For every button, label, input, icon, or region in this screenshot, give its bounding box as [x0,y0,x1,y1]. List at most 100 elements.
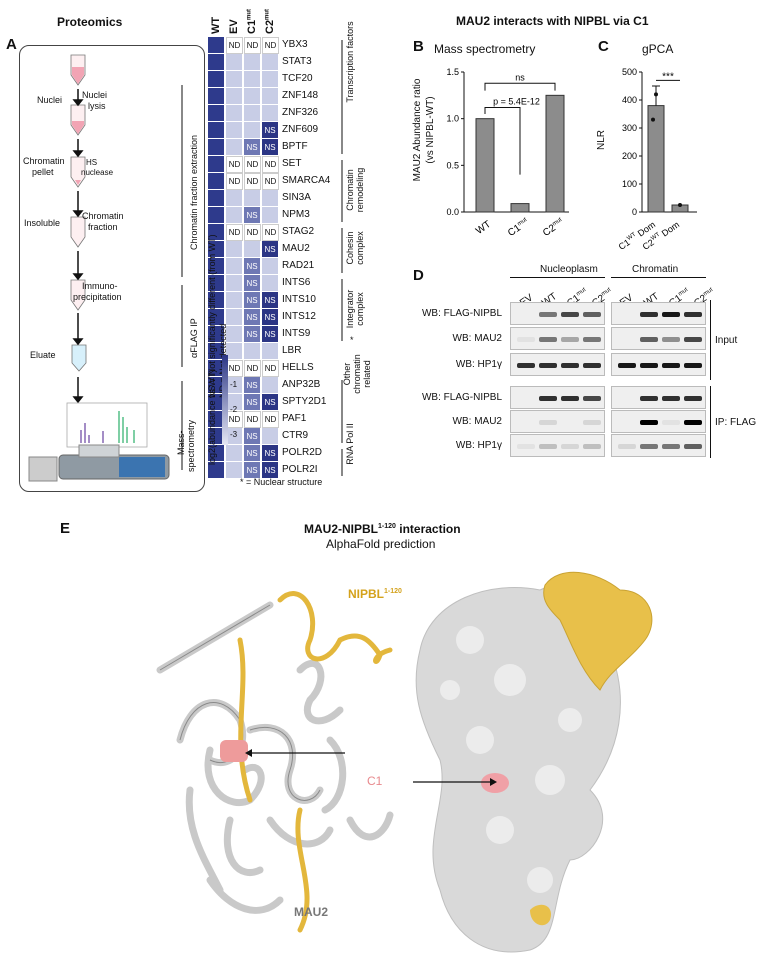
gene-label: YBX3 [282,39,308,50]
heatmap-cell [226,122,243,139]
heatmap-col-2: C1mut [246,8,258,34]
step-hs-1: HS [86,158,98,167]
c-point [651,117,655,122]
heatmap-cell: ND [262,360,279,377]
panel-e-letter: E [60,520,71,537]
side-label-ip: αFLAG IP [189,318,199,358]
heatmap-cell [208,224,225,241]
panel-c-letter: C [598,38,609,55]
panel-b-ylabel-1: MAU2 Abundance ratio [412,78,423,182]
heatmap-cell [208,241,225,258]
colorscale-tick-1: -1 [230,380,238,389]
group-nucleoplasm: Nucleoplasm [540,264,598,275]
b-bar [545,94,565,213]
b-ns-bracket [484,82,556,91]
wb-blot [611,353,706,376]
wb-band [539,444,557,449]
wb-band [618,363,636,368]
wb-blot [611,434,706,457]
c-ytick-label: 100 [622,179,637,189]
heatmap-cell [208,292,225,309]
colorscale-label: log2(abundance vs WT) [207,369,217,465]
c-ytick-label: 500 [622,67,637,77]
heatmap-cell [226,139,243,156]
b-ns: ns [515,72,525,82]
heatmap-cell [244,190,261,207]
b-ytick-label: 0.5 [446,160,459,170]
panel-c-ylabel: NLR [596,129,607,150]
wb-band [539,337,557,342]
gene-label: MAU2 [282,243,310,254]
gene-label: SIN3A [282,192,311,203]
gene-label: RAD21 [282,260,315,271]
heatmap-cell [226,445,243,462]
gene-label: LBR [282,345,302,356]
alphafold-structure [156,571,653,953]
panel-e-subtitle: AlphaFold prediction [326,537,436,551]
c-bar [647,105,665,213]
wb-blot [510,327,605,350]
group-rna-pol-ii: RNA Pol II [345,423,355,465]
wb-row-label: WB: MAU2 [452,416,502,427]
heatmap-cell: ND [262,411,279,428]
nipbl-ribbon [237,591,393,933]
heatmap-cell [226,241,243,258]
heatmap-cell [208,462,225,479]
group-other-chromatin: Other chromatin related [342,354,372,394]
gene-label: SPTY2D1 [282,396,327,407]
wb-blot [611,327,706,350]
heatmap-cell: NS [244,445,261,462]
b-ytick-label: 1.5 [446,67,459,77]
heatmap-cell [262,428,279,445]
nucleoplasm-line [510,277,605,278]
heatmap-cell: ND [226,156,243,173]
wb-band [684,312,702,317]
wb-row-label: WB: MAU2 [452,333,502,344]
gene-label: STAG2 [282,226,315,237]
colorscale-bar [222,355,228,445]
heatmap-cell: ND [244,156,261,173]
heatmap-cell: ND [244,360,261,377]
wb-band [561,312,579,317]
wb-blot [510,302,605,325]
wb-band [561,396,579,401]
step-lysis-2: lysis [88,101,106,111]
step-hs-2: nuclease [81,168,114,177]
panel-b-title: Mass spectrometry [434,42,536,56]
panel-b-chart: 0.0 0.5 1.0 1.5 WT C1mut C2mut p = 5.4E-12 ns [446,67,569,239]
panel-b-ylabel-2: (vs NIPBL-WT) [425,96,436,164]
colorscale-tick-3: -3 [230,430,238,439]
c-ytick-label: 400 [622,95,637,105]
heatmap-col-1: EV [228,19,240,34]
ip-bracket [710,386,711,458]
wb-band [583,363,601,368]
heatmap-cell: NS [262,309,279,326]
heatmap-cell [262,343,279,360]
wb-band [561,444,579,449]
panel-a-letter: A [6,36,17,53]
heatmap-cell: NS [244,428,261,445]
heatmap-cell [208,309,225,326]
wb-band [640,444,658,449]
gene-label: POLR2D [282,447,323,458]
heatmap-cell [208,105,225,122]
mau2-label: MAU2 [294,905,329,919]
heatmap-cell: NS [262,462,279,479]
heatmap-cell: NS [262,122,279,139]
heatmap-cell [208,190,225,207]
gene-label: TCF20 [282,73,313,84]
step-chrom-pellet-1: Chromatin [23,156,65,166]
heatmap-cell: ND [226,37,243,54]
heatmap-cell [208,326,225,343]
wb-band [539,363,557,368]
wb-blot [611,410,706,433]
gene-label: BPTF [282,141,308,152]
gene-label: NPM3 [282,209,310,220]
input-bracket [710,300,711,380]
heatmap-cell [244,54,261,71]
heatmap-cell: NS [262,445,279,462]
heatmap-cell: NS [244,258,261,275]
step-chrom-pellet-2: pellet [32,167,54,177]
colorscale-tick-2: -2 [230,405,238,414]
